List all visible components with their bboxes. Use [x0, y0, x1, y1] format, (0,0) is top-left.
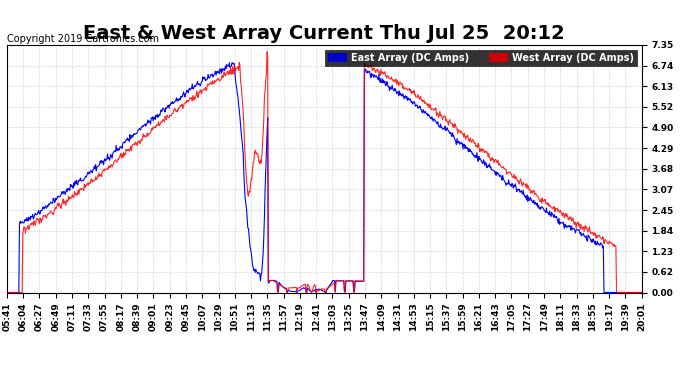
- East Array (DC Amps): [33, 212, 41, 216]
- West Array (DC Amps): [3, 290, 11, 295]
- East Array (DC Amps): [3, 290, 11, 295]
- East Array (DC Amps): [121, 141, 129, 145]
- East Array (DC Amps): [377, 80, 386, 84]
- West Array (DC Amps): [263, 50, 271, 54]
- Line: East Array (DC Amps): East Array (DC Amps): [7, 63, 642, 292]
- Line: West Array (DC Amps): West Array (DC Amps): [7, 52, 642, 292]
- West Array (DC Amps): [616, 290, 624, 295]
- East Array (DC Amps): [616, 290, 624, 295]
- West Array (DC Amps): [377, 72, 386, 76]
- Text: Copyright 2019 Cartronics.com: Copyright 2019 Cartronics.com: [7, 34, 159, 44]
- East Array (DC Amps): [638, 290, 646, 295]
- East Array (DC Amps): [267, 278, 275, 283]
- East Array (DC Amps): [228, 60, 237, 65]
- West Array (DC Amps): [267, 278, 275, 283]
- West Array (DC Amps): [121, 151, 129, 156]
- Legend: East Array (DC Amps), West Array (DC Amps): East Array (DC Amps), West Array (DC Amp…: [325, 50, 637, 66]
- West Array (DC Amps): [33, 217, 41, 222]
- West Array (DC Amps): [638, 290, 646, 295]
- West Array (DC Amps): [607, 241, 615, 245]
- East Array (DC Amps): [607, 290, 615, 295]
- Title: East & West Array Current Thu Jul 25  20:12: East & West Array Current Thu Jul 25 20:…: [83, 24, 565, 44]
